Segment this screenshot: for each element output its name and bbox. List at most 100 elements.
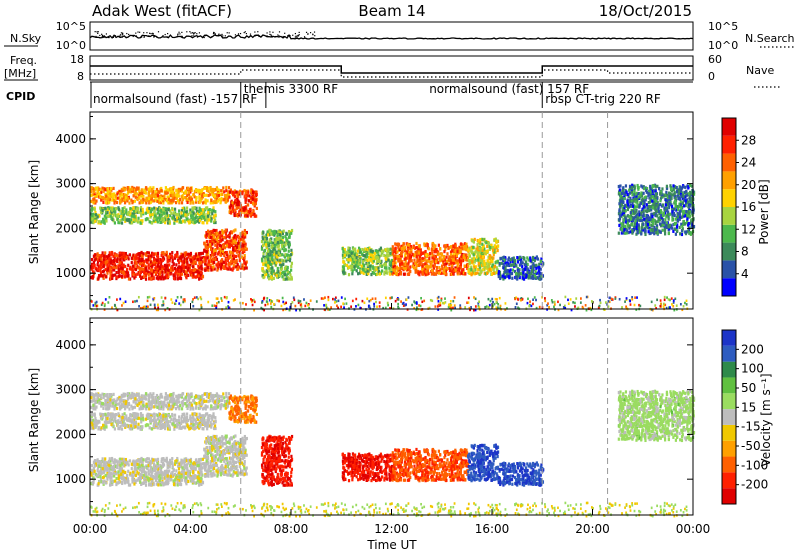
- power-cell: [486, 271, 489, 275]
- power-cell: [241, 238, 244, 242]
- power-cell: [195, 206, 198, 210]
- power-cell: [465, 253, 468, 257]
- power-cell: [181, 197, 184, 202]
- power-cell: [201, 208, 205, 212]
- power-cell: [180, 195, 183, 199]
- power-cell: [215, 228, 218, 233]
- nsearch-point: [135, 35, 138, 37]
- power-cell: [263, 270, 266, 274]
- power-cell: [235, 258, 238, 263]
- power-cell: [221, 229, 224, 233]
- nsearch-point: [190, 32, 192, 34]
- power-cell: [426, 269, 429, 273]
- power-cell: [181, 263, 184, 267]
- nsearch-point: [108, 36, 110, 39]
- nsearch-point: [243, 31, 245, 34]
- power-cell: [369, 249, 372, 253]
- nsearch-point: [119, 35, 121, 37]
- power-cell: [223, 236, 226, 240]
- power-cell: [224, 200, 227, 204]
- power-cell: [217, 250, 220, 254]
- power-cell: [192, 268, 195, 273]
- power-cell: [454, 268, 457, 272]
- power-cell: [147, 187, 150, 191]
- power-cell: [98, 253, 101, 258]
- power-cell: [109, 253, 112, 257]
- power-cell: [90, 220, 93, 224]
- power-cell: [155, 270, 159, 274]
- power-cell: [224, 241, 227, 245]
- power-cell: [268, 239, 272, 243]
- power-cell: [187, 252, 190, 256]
- power-cell: [192, 211, 195, 215]
- power-cell: [386, 247, 389, 251]
- power-cell: [211, 266, 214, 270]
- nsearch-point: [272, 31, 274, 33]
- power-cell: [411, 252, 414, 257]
- power-cell: [150, 274, 153, 278]
- power-cell: [175, 263, 178, 267]
- nsearch-point: [196, 33, 198, 35]
- power-cell: [137, 220, 140, 224]
- power-cell: [131, 214, 134, 218]
- power-cell: [114, 273, 117, 277]
- power-cell: [195, 254, 198, 259]
- power-cell: [207, 262, 210, 266]
- power-cell: [242, 248, 245, 252]
- power-cell: [115, 200, 119, 205]
- nsearch-point: [221, 33, 223, 36]
- power-cell: [189, 211, 192, 215]
- power-cell: [406, 265, 409, 269]
- power-cell: [210, 259, 214, 263]
- power-cell: [156, 253, 159, 258]
- power-cell: [238, 250, 241, 254]
- power-cell: [116, 217, 119, 221]
- power-cell: [148, 207, 151, 211]
- power-cell: [188, 265, 192, 270]
- power-cell: [238, 243, 241, 247]
- power-cell: [273, 258, 276, 262]
- power-cell: [143, 270, 146, 274]
- power-cell: [358, 259, 361, 263]
- nsearch-point: [135, 32, 137, 34]
- power-cell: [176, 216, 179, 220]
- power-cell: [180, 252, 183, 256]
- power-cell: [370, 272, 373, 277]
- power-cell: [205, 253, 208, 257]
- power-cell: [346, 251, 349, 255]
- power-cell: [400, 246, 403, 250]
- nsearch-point: [181, 31, 183, 33]
- power-cell: [193, 275, 196, 279]
- nsearch-point: [162, 35, 164, 37]
- power-cell: [115, 275, 118, 279]
- power-cell: [288, 243, 291, 247]
- power-cell: [261, 237, 265, 241]
- nsearch-point: [126, 32, 128, 35]
- power-cell: [198, 277, 201, 281]
- power-cell: [275, 261, 278, 265]
- power-cell: [221, 231, 224, 235]
- power-cell: [243, 206, 246, 211]
- power-cell: [200, 257, 203, 261]
- power-cell: [197, 209, 201, 213]
- power-cell: [203, 186, 207, 190]
- power-cell: [137, 216, 140, 220]
- power-cell: [360, 270, 363, 274]
- power-cell: [220, 244, 223, 248]
- power-cell: [109, 267, 112, 271]
- power-cell: [161, 275, 164, 279]
- freq-label: Freq.: [10, 54, 37, 67]
- power-cell: [100, 265, 103, 269]
- power-cell: [154, 190, 157, 194]
- power-cell: [483, 265, 486, 270]
- power-cell: [187, 273, 190, 278]
- power-cell: [455, 254, 458, 258]
- power-cell: [492, 267, 495, 271]
- power-cell: [510, 272, 514, 276]
- power-cell: [104, 260, 107, 265]
- power-cell: [217, 260, 220, 265]
- power-cell: [468, 254, 472, 258]
- power-cell: [114, 207, 117, 211]
- power-cell: [212, 265, 215, 269]
- power-cell: [165, 266, 168, 271]
